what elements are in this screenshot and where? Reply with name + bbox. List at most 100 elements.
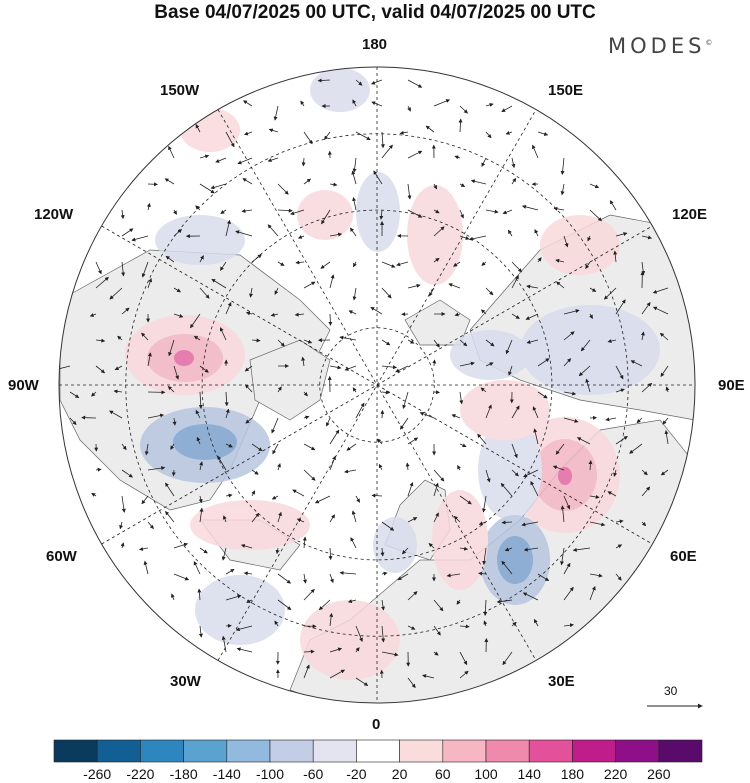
wind-vector [537, 391, 548, 399]
wind-vector [251, 443, 263, 452]
wind-vector [329, 182, 338, 187]
wind-vector [456, 599, 461, 605]
wind-vector [277, 339, 285, 347]
wind-vector [481, 157, 487, 167]
wind-vector [641, 521, 647, 527]
wind-vector [381, 599, 385, 611]
landmass [249, 339, 331, 421]
colorbar-tick-label: -60 [303, 766, 324, 782]
wind-vector [399, 130, 409, 135]
wind-vector [351, 510, 357, 523]
colorbar-cell [96, 739, 141, 763]
wind-vector [459, 391, 464, 405]
wind-vector [615, 388, 625, 393]
wind-vector [173, 573, 190, 581]
wind-vector [405, 462, 410, 471]
wind-vector [556, 281, 565, 289]
anomaly-blob [310, 68, 370, 112]
wind-vector [225, 443, 233, 448]
wind-vector [121, 261, 126, 277]
wind-vector [433, 651, 439, 656]
wind-vector [381, 390, 390, 395]
wind-vector [373, 170, 383, 185]
wind-vector [199, 287, 210, 299]
wind-vector [502, 209, 513, 215]
wind-vector [245, 311, 253, 316]
wind-vector [274, 287, 279, 295]
wind-vector [251, 490, 256, 497]
wind-vector [195, 124, 201, 133]
wind-vector [195, 409, 201, 419]
wind-vector [615, 519, 624, 524]
wind-vector [526, 284, 539, 289]
wind-vector [371, 101, 383, 107]
wind-vector [193, 335, 201, 341]
wind-vector [352, 99, 357, 107]
wind-vector [381, 365, 398, 370]
anomaly-blob [300, 600, 400, 680]
wind-vector [485, 209, 499, 214]
wind-vector [170, 443, 175, 450]
wind-vector [481, 495, 487, 513]
wind-vector [477, 433, 487, 445]
wind-vector [251, 254, 262, 263]
wind-vector [511, 261, 523, 273]
anomaly-blob [356, 172, 400, 252]
wind-vector [141, 332, 149, 341]
wind-vector [237, 157, 253, 165]
wind-vector [277, 208, 293, 213]
wind-vector [652, 306, 669, 315]
wind-vector [199, 154, 210, 159]
wind-vector [198, 625, 203, 638]
wind-vector [190, 313, 201, 329]
wind-vector [355, 79, 363, 86]
wind-vector [478, 521, 487, 526]
wind-vector [147, 413, 165, 419]
wind-vector [350, 537, 357, 549]
wind-vector [537, 358, 550, 367]
wind-vector [419, 412, 435, 419]
wind-vector [303, 664, 310, 679]
wind-vector [325, 417, 331, 427]
wind-vector [295, 260, 305, 265]
wind-vector [485, 131, 492, 139]
colorbar-tick-label: -140 [212, 766, 241, 782]
wind-vector [407, 437, 419, 445]
wind-vector [407, 677, 416, 689]
wind-vector [615, 544, 623, 549]
wind-vector [69, 391, 80, 399]
wind-vector [511, 313, 520, 319]
wind-vector [659, 332, 669, 341]
wind-vector [143, 560, 149, 575]
anomaly-blob [155, 215, 245, 265]
wind-vector [470, 179, 487, 185]
wind-vector [303, 131, 313, 145]
wind-vector [314, 495, 331, 504]
wind-vector [225, 594, 242, 601]
wind-vector [481, 261, 487, 266]
wind-vector [665, 386, 670, 393]
wind-vector [344, 469, 357, 474]
wind-vector [173, 287, 182, 293]
wind-vector [271, 417, 279, 434]
wind-vector [329, 455, 336, 471]
wind-vector [109, 287, 123, 300]
wind-vector [243, 571, 253, 576]
wind-vector [500, 482, 513, 497]
wind-vector [273, 105, 279, 121]
wind-vector [397, 573, 409, 581]
wind-vector [95, 276, 109, 289]
wind-vector [459, 495, 472, 505]
anomaly-blob [297, 190, 353, 240]
wind-vector [508, 365, 513, 376]
wind-vector [89, 313, 97, 317]
wind-vector [165, 255, 175, 263]
wind-vector [301, 157, 306, 167]
wind-vector [555, 443, 565, 455]
wind-vector [290, 209, 305, 216]
colorbar-tick-label: -100 [255, 766, 285, 782]
wind-vector [95, 261, 102, 275]
wind-vector [563, 495, 571, 510]
wind-vector [241, 208, 253, 213]
wind-vector [485, 287, 494, 296]
